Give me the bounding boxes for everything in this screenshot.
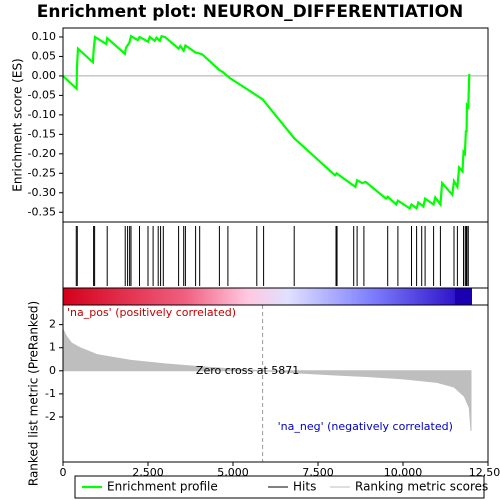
color-band-end [455,288,472,305]
y-tick-label: 2 [49,318,56,331]
es-line [62,34,471,211]
annotation: 'na_pos' (positively correlated) [67,306,236,319]
y-tick-label: 0.10 [32,30,57,43]
legend-label: Ranking metric scores [355,480,488,494]
y-tick-label: -0.35 [28,205,56,218]
y-tick-label: 0.05 [32,49,57,62]
y-axis-label: Ranked list metric (PreRanked) [27,301,41,486]
annotation: Zero cross at 5871 [196,364,299,377]
color-band [63,288,472,305]
annotation: 'na_neg' (negatively correlated) [278,420,453,433]
y-tick-label: -0.10 [28,108,56,121]
legend-label: Hits [293,480,316,494]
y-axis-label: Enrichment score (ES) [11,58,25,191]
y-tick-label: -0.05 [28,88,56,101]
panel-frame [62,304,489,463]
legend-label: Enrichment profile [107,480,218,494]
metric-area [62,329,472,431]
y-tick-label: 0.00 [32,69,57,82]
chart-title: Enrichment plot: NEURON_DIFFERENTIATION [37,2,464,22]
y-tick-label: -0.30 [28,186,56,199]
y-tick-label: 1 [49,341,56,354]
y-tick-label: -1 [45,387,56,400]
y-tick-label: 0 [49,364,56,377]
panel-frame [62,27,489,223]
y-tick-label: -2 [45,410,56,423]
x-tick-label: 0 [60,466,67,479]
panel-frame [62,287,489,306]
y-tick-label: -0.20 [28,147,56,160]
y-tick-label: -0.15 [28,127,56,140]
panel-frame [62,221,489,289]
y-tick-label: -0.25 [28,166,56,179]
